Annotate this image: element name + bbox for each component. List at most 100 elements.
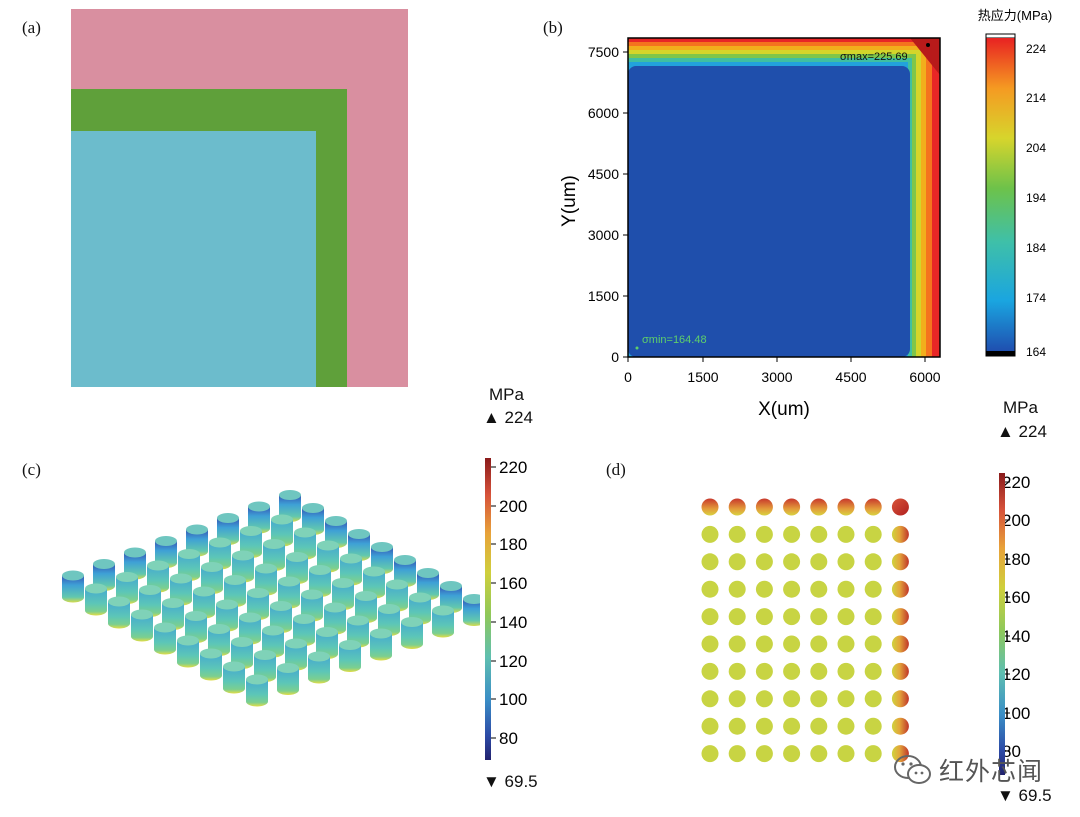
- c-tick-180: 180: [499, 535, 527, 554]
- dot: [891, 608, 909, 626]
- dot: [891, 525, 909, 543]
- min-point-marker: [635, 346, 639, 350]
- dot: [701, 580, 719, 598]
- cylinder: [177, 635, 199, 668]
- d-tick-100: 100: [1005, 704, 1030, 723]
- dot: [864, 745, 882, 763]
- panel-c-cylinder-array: [62, 490, 480, 707]
- c-tick-140: 140: [499, 613, 527, 632]
- dot: [755, 525, 773, 543]
- max-point-marker: [926, 43, 930, 47]
- dot: [783, 635, 801, 653]
- y-tick-3000: 3000: [588, 227, 619, 243]
- panel-d-dot-array: [701, 498, 909, 763]
- dot: [728, 498, 746, 516]
- dot: [810, 608, 828, 626]
- dot: [864, 717, 882, 735]
- axis-ticks: [623, 51, 926, 362]
- dot: [728, 525, 746, 543]
- x-tick-1500: 1500: [687, 369, 718, 385]
- colorbar-title: 热应力(MPa): [978, 8, 1052, 23]
- dot: [837, 498, 855, 516]
- y-tick-6000: 6000: [588, 105, 619, 121]
- colorbar: [985, 33, 1016, 357]
- dot: [864, 498, 882, 516]
- dot: [864, 525, 882, 543]
- cylinder: [401, 617, 423, 649]
- d-tick-140: 140: [1005, 627, 1030, 646]
- panel-d-max: ▲ 224: [997, 422, 1047, 441]
- panel-d-min: ▼ 69.5: [997, 786, 1052, 805]
- dot: [810, 717, 828, 735]
- panel-c-label: (c): [22, 460, 41, 479]
- x-tick-3000: 3000: [761, 369, 792, 385]
- cylinder: [463, 594, 480, 626]
- dot: [783, 580, 801, 598]
- dot: [837, 553, 855, 571]
- dot: [783, 690, 801, 708]
- dot: [728, 580, 746, 598]
- dot: [810, 525, 828, 543]
- dot: [783, 745, 801, 763]
- dot: [891, 690, 909, 708]
- watermark: 红外芯闻: [893, 752, 1043, 788]
- colorbar-tick-184: 184: [1026, 241, 1046, 255]
- dot: [891, 717, 909, 735]
- dot: [755, 662, 773, 680]
- dot: [755, 635, 773, 653]
- cylinder: [108, 596, 130, 629]
- c-tick-220: 220: [499, 458, 527, 477]
- cylinder: [432, 605, 454, 638]
- colorbar-tick-164: 164: [1026, 345, 1046, 359]
- y-tick-0: 0: [611, 349, 619, 365]
- stress-field: [628, 38, 940, 357]
- dot: [810, 745, 828, 763]
- dot: [755, 580, 773, 598]
- plot-frame: [627, 37, 941, 358]
- panel-c-min: ▼ 69.5: [483, 772, 538, 791]
- dot: [701, 717, 719, 735]
- dot: [864, 553, 882, 571]
- dot: [837, 690, 855, 708]
- dot: [728, 745, 746, 763]
- dot: [810, 553, 828, 571]
- panel-d-label: (d): [606, 460, 626, 479]
- cylinder: [85, 583, 107, 616]
- c-tick-120: 120: [499, 652, 527, 671]
- dot: [810, 580, 828, 598]
- dot: [755, 745, 773, 763]
- panel-c-colorbar: [485, 458, 491, 760]
- dot: [783, 608, 801, 626]
- dot: [810, 635, 828, 653]
- max-stress-label: σmax=225.69: [840, 51, 908, 63]
- dot: [755, 553, 773, 571]
- dot: [728, 553, 746, 571]
- dot: [837, 608, 855, 626]
- dot: [783, 553, 801, 571]
- dot: [701, 608, 719, 626]
- cylinder: [154, 622, 176, 655]
- dot: [701, 635, 719, 653]
- dot: [701, 498, 719, 516]
- cylinder: [308, 651, 330, 684]
- cylinder: [223, 661, 245, 694]
- d-tick-200: 200: [1005, 511, 1030, 530]
- dot: [891, 498, 909, 516]
- y-tick-1500: 1500: [588, 288, 619, 304]
- dot: [837, 717, 855, 735]
- dot: [810, 498, 828, 516]
- dot: [864, 608, 882, 626]
- cylinder: [246, 674, 268, 707]
- cylinder: [339, 640, 361, 672]
- dot: [728, 690, 746, 708]
- c-tick-100: 100: [499, 690, 527, 709]
- c-tick-200: 200: [499, 497, 527, 516]
- panel-c-unit: MPa: [489, 385, 524, 404]
- x-axis-title: X(um): [758, 399, 810, 420]
- cylinder: [277, 663, 299, 695]
- panel-b-label: (b): [543, 18, 563, 37]
- dot: [891, 553, 909, 571]
- panel-b-contour-plot: 0 1500 3000 4500 6000 0 1500 3000 4500 6…: [559, 8, 1052, 420]
- cylinder: [370, 628, 392, 661]
- dot: [891, 745, 909, 763]
